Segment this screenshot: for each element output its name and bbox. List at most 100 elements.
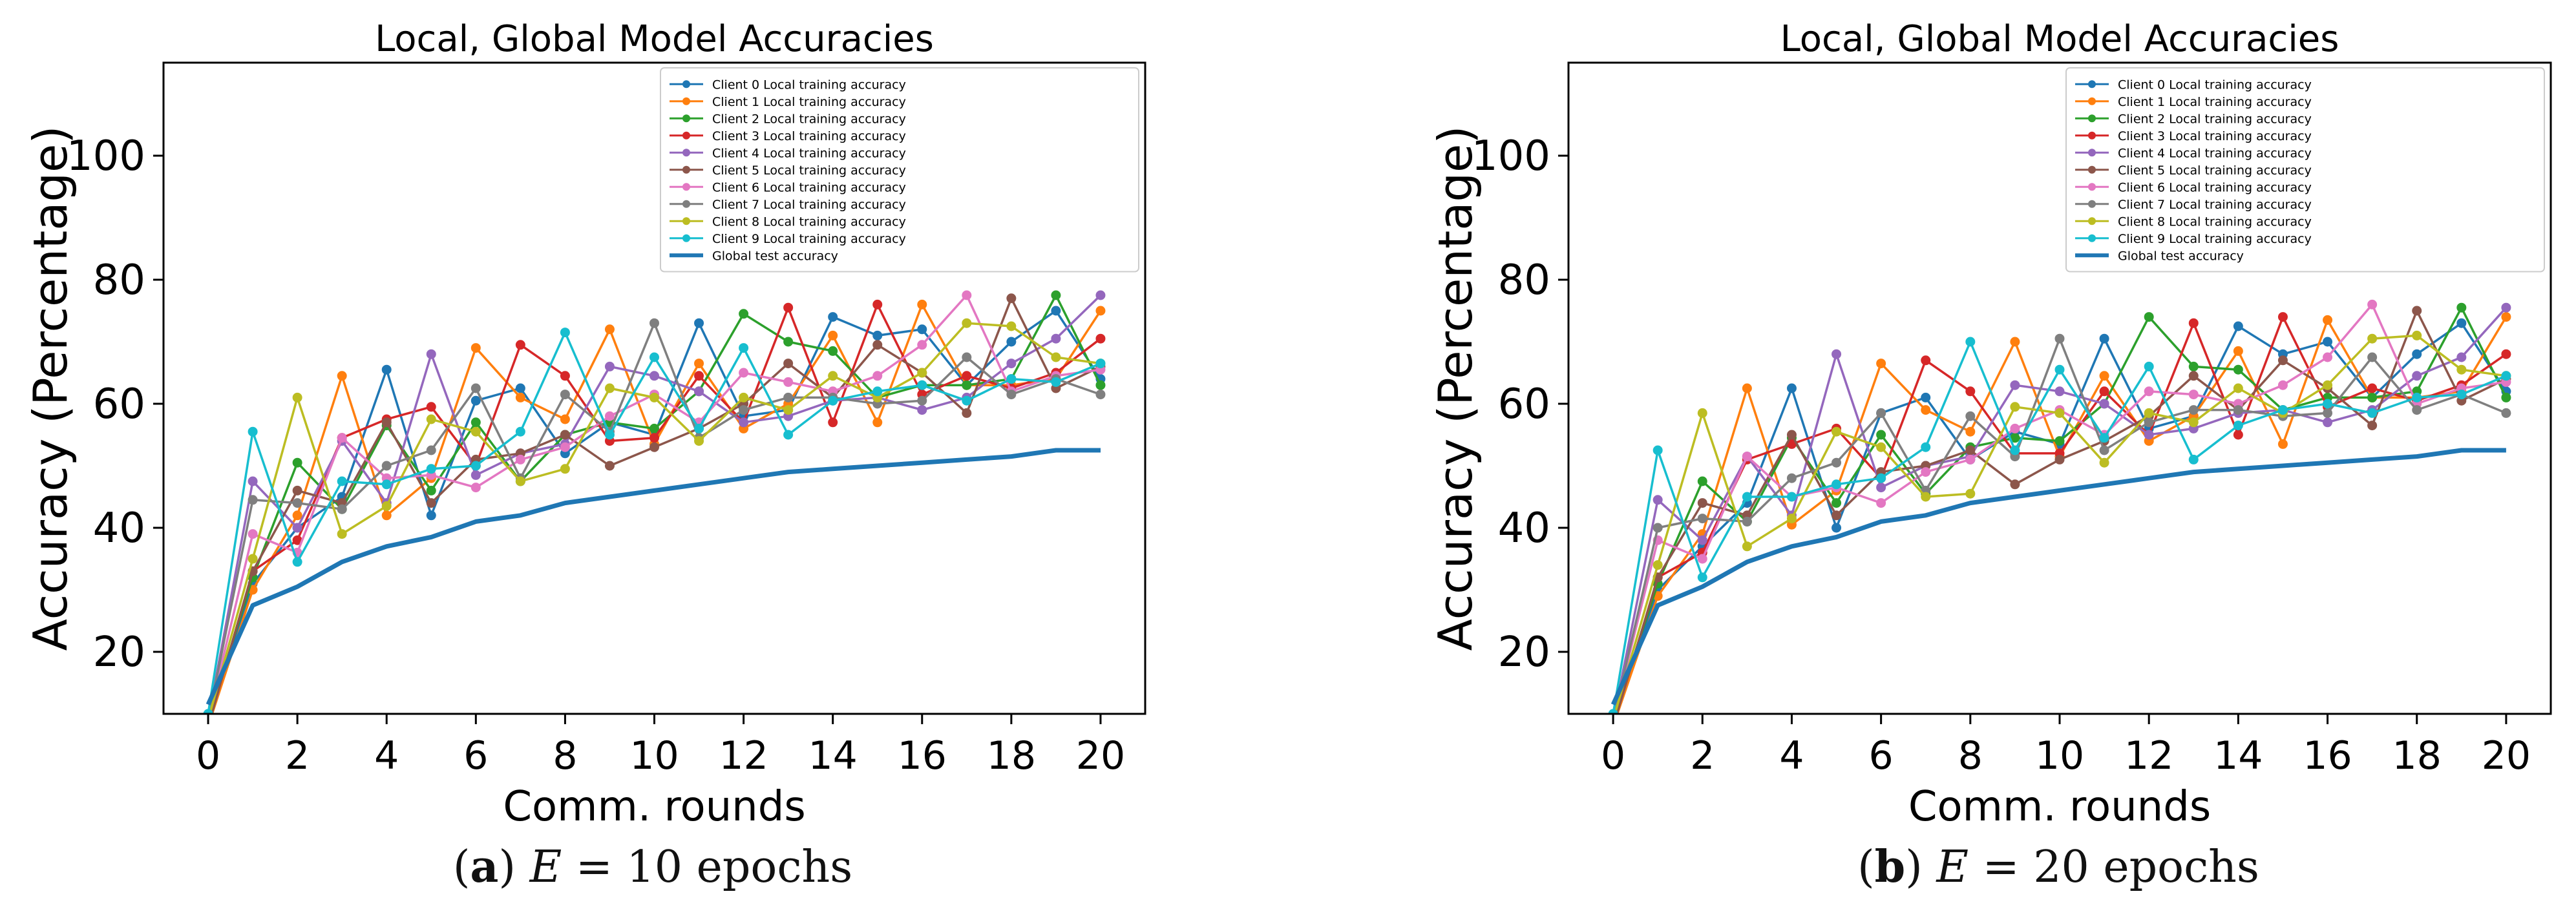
client-8-point xyxy=(828,371,838,381)
client-4-point xyxy=(1652,495,1663,505)
client-8-point xyxy=(739,392,749,402)
y-axis-label: Accuracy (Percentage) xyxy=(1428,126,1483,651)
client-4-point xyxy=(1095,290,1106,300)
legend-entry: Client 7 Local training accuracy xyxy=(2118,198,2312,212)
legend-swatch-marker xyxy=(682,200,690,208)
client-9-point xyxy=(2233,421,2243,431)
client-7-point xyxy=(2144,417,2154,428)
client-9-point xyxy=(203,709,213,714)
client-2-point xyxy=(739,309,749,319)
client-8-point xyxy=(2367,333,2378,344)
client-1-point xyxy=(2099,371,2109,381)
x-axis-label: Comm. rounds xyxy=(1908,783,2211,831)
client-3-point xyxy=(2367,383,2378,393)
client-9-point xyxy=(2054,364,2065,375)
client-4-point xyxy=(470,470,481,480)
legend-swatch-marker xyxy=(682,131,690,140)
legend-entry: Client 4 Local training accuracy xyxy=(712,146,906,160)
legend-swatch-marker xyxy=(2088,114,2096,123)
client-8-point xyxy=(2412,330,2422,340)
legend-entry: Client 2 Local training accuracy xyxy=(2118,112,2312,126)
caption-label-close: ) xyxy=(1905,842,1936,893)
client-6-point xyxy=(739,368,749,378)
client-9-point xyxy=(470,461,481,471)
client-3-point xyxy=(1095,333,1106,344)
chart-panel-b: Local, Global Model Accuracies Accuracy (… xyxy=(1428,18,2552,893)
client-9-point xyxy=(2456,390,2467,400)
client-5-point xyxy=(2010,479,2020,490)
client-8-point xyxy=(1965,488,1976,499)
client-2-point xyxy=(1832,498,1842,508)
client-7-point xyxy=(2233,405,2243,415)
client-4-point xyxy=(604,361,615,371)
x-tick-label: 8 xyxy=(1958,733,1983,778)
client-6-point xyxy=(1876,498,1886,508)
client-0-point xyxy=(1051,306,1061,316)
client-8-point xyxy=(694,436,704,446)
caption-label: ( xyxy=(1857,842,1875,893)
client-8-point xyxy=(2099,457,2109,468)
x-tick-label: 0 xyxy=(1601,733,1625,778)
client-6-point xyxy=(604,411,615,421)
client-9-point xyxy=(783,430,794,440)
client-7-point xyxy=(2412,405,2422,415)
x-tick-label: 4 xyxy=(374,733,399,778)
client-9-point xyxy=(515,426,525,437)
client-1-point xyxy=(917,299,927,309)
legend-swatch-marker xyxy=(682,217,690,225)
client-0-point xyxy=(917,324,927,335)
client-7-point xyxy=(1006,390,1017,400)
client-3-point xyxy=(2188,318,2199,328)
client-6-point xyxy=(1742,452,1752,462)
client-8-point xyxy=(292,392,302,402)
client-2-point xyxy=(292,457,302,468)
client-4-point xyxy=(1051,333,1061,344)
client-7-point xyxy=(2501,408,2511,418)
client-7-point xyxy=(649,318,659,328)
client-8-point xyxy=(560,464,570,474)
legend-entry: Client 0 Local training accuracy xyxy=(2118,78,2312,92)
client-7-point xyxy=(1652,523,1663,533)
client-3-point xyxy=(426,402,436,412)
client-8-point xyxy=(515,476,525,486)
client-1-point xyxy=(872,417,883,428)
client-8-point xyxy=(426,414,436,424)
x-tick-label: 20 xyxy=(1076,733,1125,778)
client-9-point xyxy=(1786,492,1797,502)
x-tick-label: 0 xyxy=(196,733,220,778)
client-8-point xyxy=(1652,560,1663,570)
client-7-point xyxy=(1876,408,1886,418)
client-7-point xyxy=(2323,408,2333,418)
client-8-point xyxy=(1006,321,1017,331)
client-7-point xyxy=(1965,411,1976,421)
plot-frame xyxy=(162,61,1146,715)
client-3-point xyxy=(872,299,883,309)
client-9-point xyxy=(1006,374,1017,384)
client-3-point xyxy=(1921,355,1931,366)
figure-caption: (a) E = 10 epochs xyxy=(453,841,852,893)
client-3-point xyxy=(560,371,570,381)
client-3-point xyxy=(828,417,838,428)
client-8-point xyxy=(470,426,481,437)
legend-entry: Client 7 Local training accuracy xyxy=(712,198,906,212)
legend-entry: Global test accuracy xyxy=(2118,249,2244,263)
client-5-point xyxy=(1832,510,1842,521)
client-9-point xyxy=(1095,359,1106,369)
x-tick-label: 8 xyxy=(553,733,577,778)
client-7-point xyxy=(1742,516,1752,526)
client-3-point xyxy=(515,340,525,350)
x-tick-label: 14 xyxy=(2213,733,2263,778)
client-3-point xyxy=(1965,386,1976,397)
client-6-point xyxy=(2188,390,2199,400)
client-8-point xyxy=(2456,364,2467,375)
legend-swatch-marker xyxy=(2088,217,2096,225)
x-tick-label: 10 xyxy=(2035,733,2084,778)
client-9-point xyxy=(426,464,436,474)
client-6-point xyxy=(337,433,347,443)
client-8-point xyxy=(917,368,927,378)
client-3-point xyxy=(2099,386,2109,397)
client-9-point xyxy=(2367,408,2378,418)
client-9-point xyxy=(2144,361,2154,371)
client-5-point xyxy=(604,461,615,471)
client-1-point xyxy=(381,510,392,521)
